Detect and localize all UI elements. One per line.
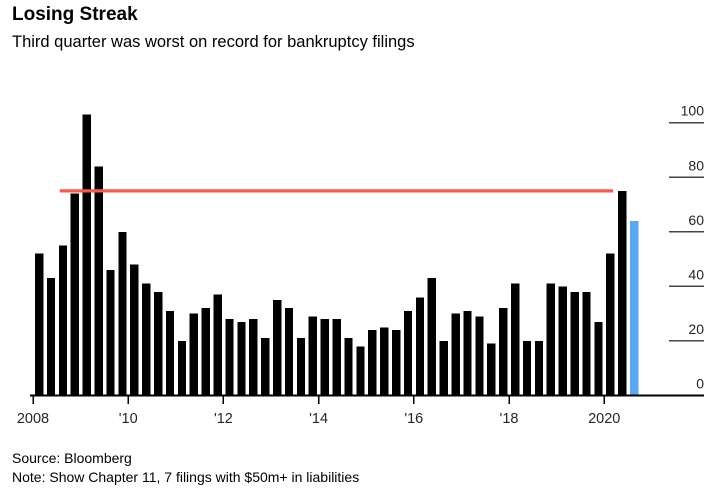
x-tick-label-10: '10 bbox=[119, 411, 138, 427]
bar-2011-q4 bbox=[213, 294, 222, 396]
bar-2017-q1 bbox=[463, 310, 472, 396]
x-tick-label-2020: 2020 bbox=[588, 411, 620, 427]
bar-2015-q4 bbox=[403, 310, 413, 396]
bar-2010-q4 bbox=[165, 310, 175, 396]
bar-2013-q3 bbox=[296, 338, 306, 396]
x-tick-label-18: '18 bbox=[500, 411, 519, 427]
bar-2012-q2 bbox=[237, 321, 246, 396]
bar-2017-q4 bbox=[499, 308, 508, 396]
page-subtitle: Third quarter was worst on record for ba… bbox=[12, 32, 415, 51]
bar-2015-q2 bbox=[380, 327, 389, 396]
bar-2019-q1 bbox=[558, 286, 567, 396]
bar-2009-q3 bbox=[106, 270, 115, 396]
note-line: Note: Show Chapter 11, 7 filings with $5… bbox=[12, 469, 360, 485]
y-tick-label-80: 80 bbox=[688, 157, 704, 173]
bar-2008-q1 bbox=[35, 253, 44, 396]
bar-2013-q4 bbox=[308, 316, 317, 396]
bar-2009-q2 bbox=[94, 166, 103, 396]
x-tick-label-16: '16 bbox=[404, 411, 423, 427]
page-title: Losing Streak bbox=[12, 4, 138, 25]
chart-header: Losing Streak Third quarter was worst on… bbox=[12, 4, 711, 53]
bar-2009-q4 bbox=[118, 231, 127, 396]
bar-2016-q1 bbox=[415, 297, 425, 396]
bar-2009-q1 bbox=[82, 114, 91, 396]
y-tick-label-20: 20 bbox=[688, 321, 704, 337]
source-line: Source: Bloomberg bbox=[12, 450, 132, 466]
y-tick-label-0: 0 bbox=[696, 376, 704, 392]
bar-2008-q2 bbox=[46, 278, 56, 396]
bar-2016-q4 bbox=[451, 313, 460, 396]
y-tick-label-40: 40 bbox=[688, 266, 704, 282]
chart-footer: Source: Bloomberg Note: Show Chapter 11,… bbox=[12, 449, 359, 487]
x-tick-label-2008: 2008 bbox=[17, 411, 49, 427]
highlighted-bar-2020-q3 bbox=[630, 220, 639, 396]
bar-2018-q2 bbox=[522, 340, 532, 396]
bar-2015-q3 bbox=[392, 330, 401, 396]
bar-2008-q4 bbox=[70, 193, 79, 396]
y-tick-label-100: 100 bbox=[681, 103, 705, 119]
bar-2017-q3 bbox=[487, 343, 496, 396]
x-tick-label-14: '14 bbox=[309, 411, 328, 427]
bar-2010-q3 bbox=[154, 291, 163, 396]
bar-2015-q1 bbox=[368, 330, 377, 396]
bar-2016-q3 bbox=[439, 340, 448, 396]
bar-2010-q2 bbox=[142, 283, 151, 396]
bar-2012-q3 bbox=[249, 319, 258, 396]
bar-2011-q3 bbox=[201, 308, 210, 396]
bar-2008-q3 bbox=[58, 245, 68, 396]
bar-2019-q2 bbox=[570, 291, 579, 396]
bar-2017-q2 bbox=[475, 316, 484, 396]
bar-2011-q1 bbox=[177, 340, 187, 396]
bar-2014-q3 bbox=[344, 338, 353, 396]
bar-2014-q2 bbox=[332, 319, 341, 396]
bar-2011-q2 bbox=[189, 313, 198, 396]
bar-2014-q1 bbox=[320, 319, 329, 396]
y-tick-label-60: 60 bbox=[688, 212, 704, 228]
bar-2020-q1 bbox=[606, 253, 615, 396]
bar-2010-q1 bbox=[130, 264, 139, 396]
bar-2018-q1 bbox=[511, 283, 520, 396]
bar-2012-q1 bbox=[225, 319, 234, 396]
bar-2020-q2 bbox=[618, 190, 627, 396]
bar-2013-q2 bbox=[284, 308, 294, 396]
bar-2018-q4 bbox=[546, 283, 555, 396]
bar-2012-q4 bbox=[261, 338, 270, 396]
bar-2019-q3 bbox=[582, 291, 591, 396]
bar-2019-q4 bbox=[594, 321, 603, 396]
x-tick-label-12: '12 bbox=[214, 411, 233, 427]
bar-2018-q3 bbox=[534, 340, 544, 396]
bar-2016-q2 bbox=[427, 278, 436, 396]
bar-2014-q4 bbox=[356, 346, 365, 396]
bar-2013-q1 bbox=[273, 300, 282, 396]
bankruptcy-bar-chart: 0 20 40 60 80 100 2008 '10 '12 '14 '16 '18 2020 bbox=[17, 103, 705, 427]
